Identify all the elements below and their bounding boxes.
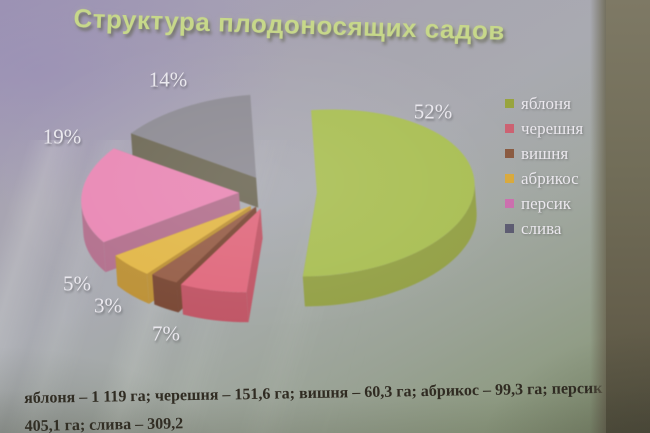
pie-label-персик: 19% xyxy=(42,124,82,149)
pie-slice-черешня xyxy=(180,208,263,323)
legend-swatch xyxy=(505,149,514,158)
legend-item-слива: слива xyxy=(505,216,583,241)
legend-label: персик xyxy=(521,193,572,213)
legend-label: черешня xyxy=(521,118,584,138)
pie-slice-rim xyxy=(180,284,249,323)
pie-label-черешня: 7% xyxy=(152,321,180,346)
legend-label: вишня xyxy=(521,143,569,163)
pie-slice-top xyxy=(115,206,251,274)
screen-edge-shadow xyxy=(590,0,606,433)
legend-swatch xyxy=(505,199,514,208)
pie-slice-top xyxy=(81,148,239,243)
pie-slice-rim xyxy=(115,255,150,304)
pie-label-слива: 14% xyxy=(148,67,188,92)
legend-label: слива xyxy=(521,218,562,238)
legend-item-вишня: вишня xyxy=(505,141,583,166)
pie-slice-rim xyxy=(152,274,179,313)
legend-swatch xyxy=(505,174,514,183)
pie-slice-top xyxy=(180,208,261,293)
pie-slice-rim xyxy=(302,181,477,307)
legend-item-абрикос: абрикос xyxy=(505,166,583,191)
pie-label-вишня: 3% xyxy=(94,293,122,318)
pie-label-яблоня: 52% xyxy=(413,99,453,124)
legend-label: абрикос xyxy=(521,168,579,188)
legend-swatch xyxy=(505,224,514,233)
legend-item-персик: персик xyxy=(505,191,583,216)
legend-item-яблоня: яблоня xyxy=(505,91,583,116)
pie-label-абрикос: 5% xyxy=(63,271,91,296)
legend-item-черешня: черешня xyxy=(505,116,583,141)
legend-swatch xyxy=(505,124,514,133)
wall-stripe xyxy=(606,0,650,433)
pie-slice-rim xyxy=(81,203,106,273)
pie-slice-top xyxy=(152,206,256,283)
pie-slice-top xyxy=(302,109,475,277)
legend-swatch xyxy=(505,99,514,108)
pie-slice-яблоня xyxy=(302,109,477,307)
pie-slice-top xyxy=(130,94,257,178)
chart-legend: яблоня черешня вишня абрикос персик слива xyxy=(505,91,583,241)
legend-label: яблоня xyxy=(521,93,571,113)
